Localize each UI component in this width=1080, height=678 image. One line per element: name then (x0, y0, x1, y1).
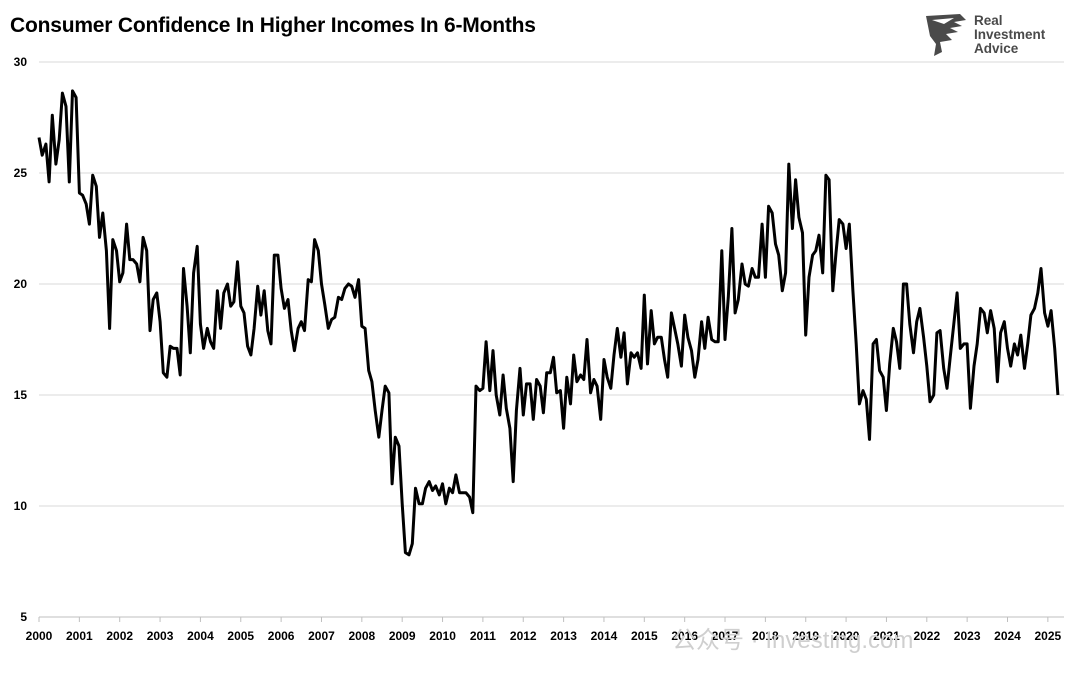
logo-line-2: Investment (974, 27, 1046, 42)
chart-title: Consumer Confidence In Higher Incomes In… (10, 14, 536, 37)
x-tick-label: 2002 (106, 629, 133, 643)
brand-logo: Real Investment Advice (924, 12, 1064, 58)
x-tick-label: 2010 (429, 629, 456, 643)
x-tick-label: 2009 (389, 629, 416, 643)
x-tick-label: 2005 (227, 629, 254, 643)
y-tick-label: 10 (14, 499, 28, 513)
y-axis-ticks: 5 10 15 20 25 30 (14, 55, 28, 624)
x-tick-label: 2014 (591, 629, 618, 643)
x-tick-label: 2025 (1035, 629, 1062, 643)
x-tick-label: 2011 (470, 629, 496, 643)
x-tick-label: 2017 (712, 629, 739, 643)
x-tick-label: 2008 (348, 629, 375, 643)
logo-line-1: Real (974, 13, 1003, 28)
x-tick-label: 2018 (752, 629, 779, 643)
x-tick-label: 2003 (147, 629, 174, 643)
eagle-icon (926, 14, 966, 56)
x-tick-label: 2006 (268, 629, 295, 643)
x-tick-label: 2015 (631, 629, 658, 643)
x-tick-label: 2004 (187, 629, 214, 643)
x-tick-label: 2024 (994, 629, 1021, 643)
y-tick-label: 25 (14, 166, 28, 180)
logo-line-3: Advice (974, 41, 1019, 56)
y-tick-label: 30 (14, 55, 28, 69)
series-line (37, 89, 1060, 557)
x-tick-label: 2000 (26, 629, 53, 643)
x-tick-label: 2022 (913, 629, 940, 643)
x-tick-label: 2023 (954, 629, 981, 643)
x-tick-label: 2016 (671, 629, 698, 643)
x-tick-label: 2001 (66, 629, 93, 643)
x-tick-label: 2021 (873, 629, 900, 643)
x-tick-label: 2019 (792, 629, 819, 643)
x-tick-label: 2007 (308, 629, 335, 643)
watermark-text: 公众号 · Investing.com (672, 627, 914, 654)
y-tick-label: 5 (20, 610, 27, 624)
x-tick-label: 2012 (510, 629, 537, 643)
x-tick-label: 2013 (550, 629, 577, 643)
y-tick-label: 15 (14, 388, 28, 402)
grid-lines (39, 61, 1064, 618)
y-tick-label: 20 (14, 277, 28, 291)
x-tick-label: 2020 (833, 629, 860, 643)
x-axis-ticks: 2000 2001 2002 2003 2004 2005 2006 2007 2008 2009… (26, 617, 1062, 643)
